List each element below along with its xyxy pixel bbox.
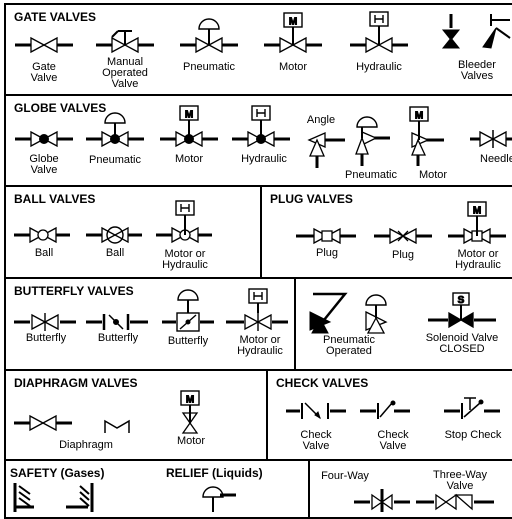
label-three-way-valve: Three-Way Valve (433, 469, 487, 492)
diaphragm-valve-symbol (14, 415, 72, 431)
label-pneumatic-angle: Pneumatic (345, 169, 397, 181)
label-gate-valve: Gate Valve (30, 61, 58, 84)
label-motor-plug: Motor or Hydraulic (455, 248, 501, 271)
section-title-check: CHECK VALVES (276, 376, 369, 390)
label-motor-gate: Motor (278, 61, 308, 73)
pneumatic-angle-valve-symbol (355, 116, 390, 166)
motor-globe-valve-symbol (160, 105, 218, 147)
pneumatic-operated-valves-symbol (309, 292, 388, 334)
section-title-diaphragm: DIAPHRAGM VALVES (14, 376, 138, 390)
label-motor-angle: Motor (418, 169, 448, 181)
label-butterfly-2: Butterfly (97, 332, 139, 344)
solenoid-valve-closed-symbol: S (428, 292, 496, 328)
section-title-relief: RELIEF (Liquids) (166, 466, 263, 480)
gate-valve-symbol (15, 37, 73, 53)
hydraulic-globe-valve-symbol (232, 105, 290, 147)
relief-valve-symbol (202, 486, 236, 512)
three-way-valve-symbol (416, 493, 494, 511)
panel-gate-valves: GATE VALVES (4, 3, 512, 96)
motor-diaphragm-valve-symbol (180, 390, 200, 434)
motor-angle-valve-symbol (409, 106, 444, 166)
section-title-butterfly: BUTTERFLY VALVES (14, 284, 134, 298)
check-valve-symbol (286, 402, 346, 420)
label-plug-1: Plug (315, 247, 339, 259)
section-title-safety: SAFETY (Gases) (10, 466, 105, 480)
label-motor-ball: Motor or Hydraulic (162, 248, 208, 271)
motor-butterfly-valve-symbol (226, 288, 288, 331)
motor-ball-valve-symbol (156, 200, 212, 243)
globe-valve-symbol (15, 131, 73, 147)
label-solenoid-valve-closed: Solenoid Valve CLOSED (425, 332, 499, 355)
panel-safety-relief: SAFETY (Gases) RELIEF (Liquids) (4, 459, 310, 519)
label-pneumatic-operated: Pneumatic Operated (323, 334, 375, 357)
four-way-valve-symbol (354, 489, 410, 512)
section-title-gate: GATE VALVES (14, 10, 97, 24)
bleeder-valves-symbol (441, 14, 511, 49)
label-bleeder-valves: Bleeder Valves (458, 59, 496, 82)
label-plug-2: Plug (391, 249, 415, 261)
angle-valve-symbol (307, 132, 345, 168)
pneumatic-gate-valve-symbol (180, 18, 238, 53)
label-ball-1: Ball (34, 247, 54, 259)
pneumatic-globe-valve-symbol (86, 112, 144, 147)
label-diaphragm: Diaphragm (59, 439, 113, 451)
label-globe-valve: Globe Valve (29, 153, 59, 176)
panel-multiway-valves (308, 459, 512, 519)
svg-text:S: S (458, 295, 465, 306)
plug-valve-symbol (296, 228, 356, 244)
label-pneumatic-globe: Pneumatic (89, 154, 141, 166)
diaphragm-symbol (104, 419, 130, 433)
section-title-ball: BALL VALVES (14, 192, 96, 206)
needle-valve-symbol (470, 130, 512, 148)
section-title-globe: GLOBE VALVES (14, 101, 107, 115)
label-motor-globe: Motor (174, 153, 204, 165)
panel-check-valves: CHECK VALVES (266, 369, 512, 461)
safety-valve-alt-symbol (66, 483, 94, 512)
hydraulic-gate-valve-symbol (350, 11, 408, 53)
label-manual-operated-valve: Manual Operated Valve (102, 56, 148, 90)
label-needle: Needle (480, 153, 512, 165)
label-angle: Angle (306, 114, 336, 126)
motor-gate-valve-symbol (264, 12, 322, 53)
safety-valve-symbol (13, 483, 34, 512)
label-butterfly-3: Butterfly (167, 335, 209, 347)
motor-plug-valve-symbol (448, 201, 506, 244)
check-valve-alt-symbol (360, 400, 410, 419)
label-ball-2: Ball (105, 247, 125, 259)
label-motor-butterfly: Motor or Hydraulic (237, 334, 283, 357)
label-hydraulic-globe: Hydraulic (241, 153, 287, 165)
butterfly-valve-symbol (14, 313, 76, 331)
ball-valve-full-symbol (86, 226, 142, 244)
label-check-valve-1: Check Valve (300, 429, 332, 452)
stop-check-valve-symbol (444, 397, 500, 419)
label-four-way: Four-Way (321, 470, 369, 482)
manual-gate-valve-symbol (96, 30, 154, 53)
butterfly-valve-alt-symbol (86, 314, 148, 330)
label-pneumatic-gate: Pneumatic (183, 61, 235, 73)
label-hydraulic-gate: Hydraulic (356, 61, 402, 73)
label-check-valve-2: Check Valve (377, 429, 409, 452)
pneumatic-butterfly-valve-symbol (162, 289, 214, 332)
label-stop-check: Stop Check (444, 429, 502, 441)
plug-valve-alt-symbol (374, 228, 432, 244)
section-title-plug: PLUG VALVES (270, 192, 353, 206)
ball-valve-symbol (14, 227, 70, 243)
label-motor-diaphragm: Motor (176, 435, 206, 447)
label-butterfly-1: Butterfly (25, 332, 67, 344)
panel-diaphragm-valves: DIAPHRAGM VALVES (4, 369, 268, 461)
